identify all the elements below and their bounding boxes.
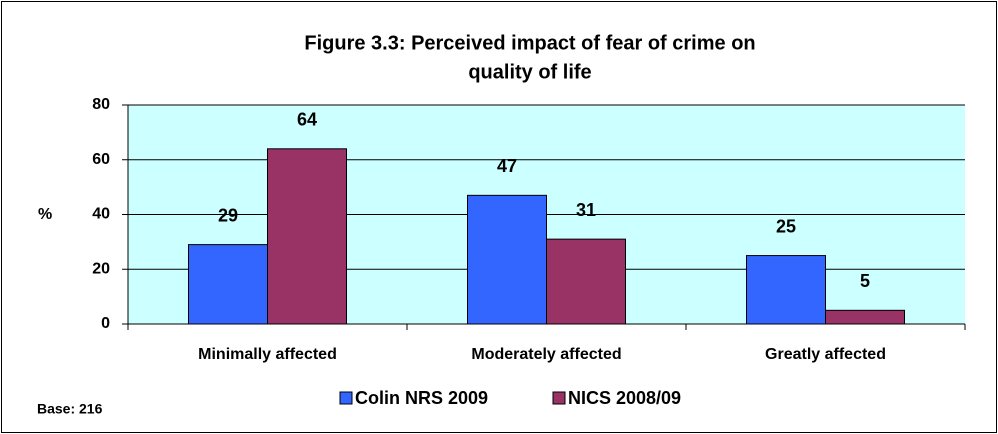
- data-label: 64: [297, 110, 317, 130]
- y-tick-label: 20: [92, 260, 110, 277]
- bar: [746, 255, 826, 325]
- data-label: 47: [497, 156, 517, 176]
- bar: [546, 238, 626, 325]
- bar: [825, 309, 905, 325]
- note: Base: 216: [37, 401, 103, 417]
- y-tick-label: 80: [92, 96, 110, 113]
- x-tick-label: Moderately affected: [471, 346, 621, 363]
- legend-label: NICS 2008/09: [568, 388, 681, 408]
- bar: [188, 244, 268, 325]
- data-label: 25: [776, 216, 796, 236]
- chart-title: quality of life: [468, 61, 591, 83]
- data-label: 29: [218, 205, 238, 225]
- legend-swatch: [552, 391, 566, 405]
- chart-title: Figure 3.3: Perceived impact of fear of …: [304, 32, 755, 54]
- y-axis-label: %: [38, 206, 52, 223]
- bar: [467, 194, 547, 325]
- x-tick-label: Greatly affected: [765, 346, 886, 363]
- y-tick-label: 40: [92, 206, 110, 223]
- data-label: 31: [576, 200, 596, 220]
- y-tick-label: 0: [101, 315, 110, 332]
- legend-swatch: [339, 391, 353, 405]
- legend-label: Colin NRS 2009: [355, 388, 488, 408]
- bar: [267, 148, 347, 325]
- x-tick-label: Minimally affected: [198, 346, 337, 363]
- y-tick-label: 60: [92, 151, 110, 168]
- data-label: 5: [860, 271, 870, 291]
